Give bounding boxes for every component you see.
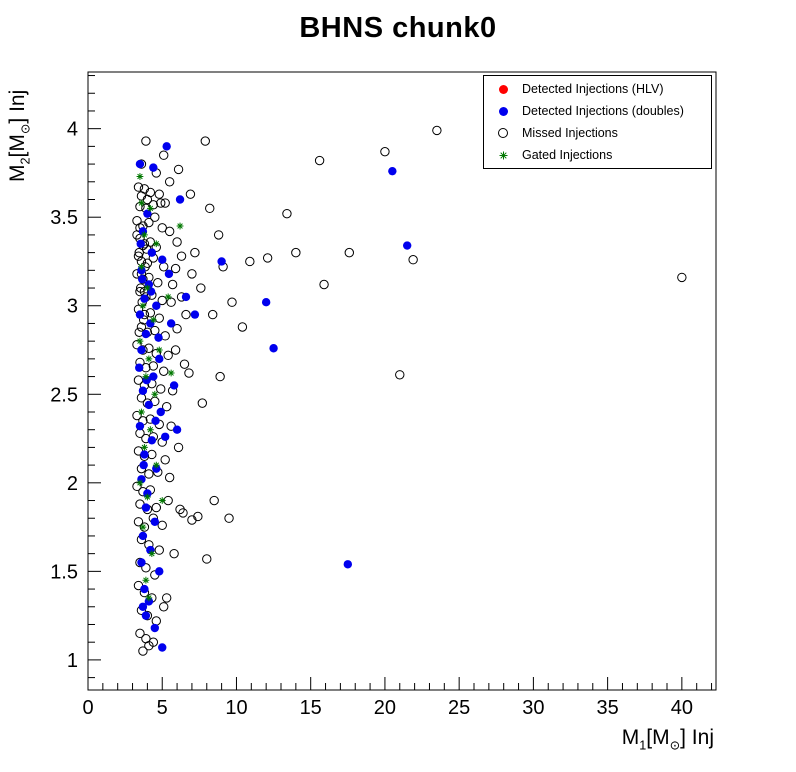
svg-text:20: 20 (374, 697, 396, 719)
x-axis-label-text: M1[M⊙] Inj (621, 726, 714, 753)
svg-text:3.5: 3.5 (50, 207, 78, 229)
legend-item-label: Detected Injections (HLV) (522, 82, 664, 96)
svg-text:30: 30 (522, 697, 544, 719)
svg-text:40: 40 (671, 697, 693, 719)
svg-text:10: 10 (225, 697, 247, 719)
svg-text:2: 2 (67, 473, 78, 495)
legend-item: Detected Injections (HLV) (484, 78, 711, 100)
star-icon (484, 150, 522, 161)
svg-text:35: 35 (596, 697, 618, 719)
filled-circle-icon (484, 84, 522, 94)
legend-item-label: Gated Injections (522, 148, 613, 162)
y-axis-label: M2[M⊙] Inj (6, 90, 33, 182)
x-axis-label: M1[M⊙] Inj (622, 726, 714, 753)
legend-item: Detected Injections (doubles) (484, 100, 711, 122)
filled-circle-icon (484, 106, 522, 116)
svg-text:15: 15 (300, 697, 322, 719)
chart-title: BHNS chunk0 (299, 12, 497, 44)
open-circle-icon (484, 128, 522, 138)
svg-text:1.5: 1.5 (50, 561, 78, 583)
svg-text:1: 1 (67, 650, 78, 672)
legend-item-label: Missed Injections (522, 126, 618, 140)
legend: Detected Injections (HLV) Detected Injec… (483, 75, 712, 169)
svg-text:2.5: 2.5 (50, 384, 78, 406)
legend-item: Missed Injections (484, 122, 711, 144)
y-axis-label-text: M2[M⊙] Inj (6, 89, 33, 182)
svg-text:5: 5 (157, 697, 168, 719)
legend-item-label: Detected Injections (doubles) (522, 104, 684, 118)
svg-text:4: 4 (67, 119, 78, 141)
svg-text:3: 3 (67, 296, 78, 318)
svg-text:25: 25 (448, 697, 470, 719)
svg-text:0: 0 (82, 697, 93, 719)
legend-item: Gated Injections (484, 144, 711, 166)
